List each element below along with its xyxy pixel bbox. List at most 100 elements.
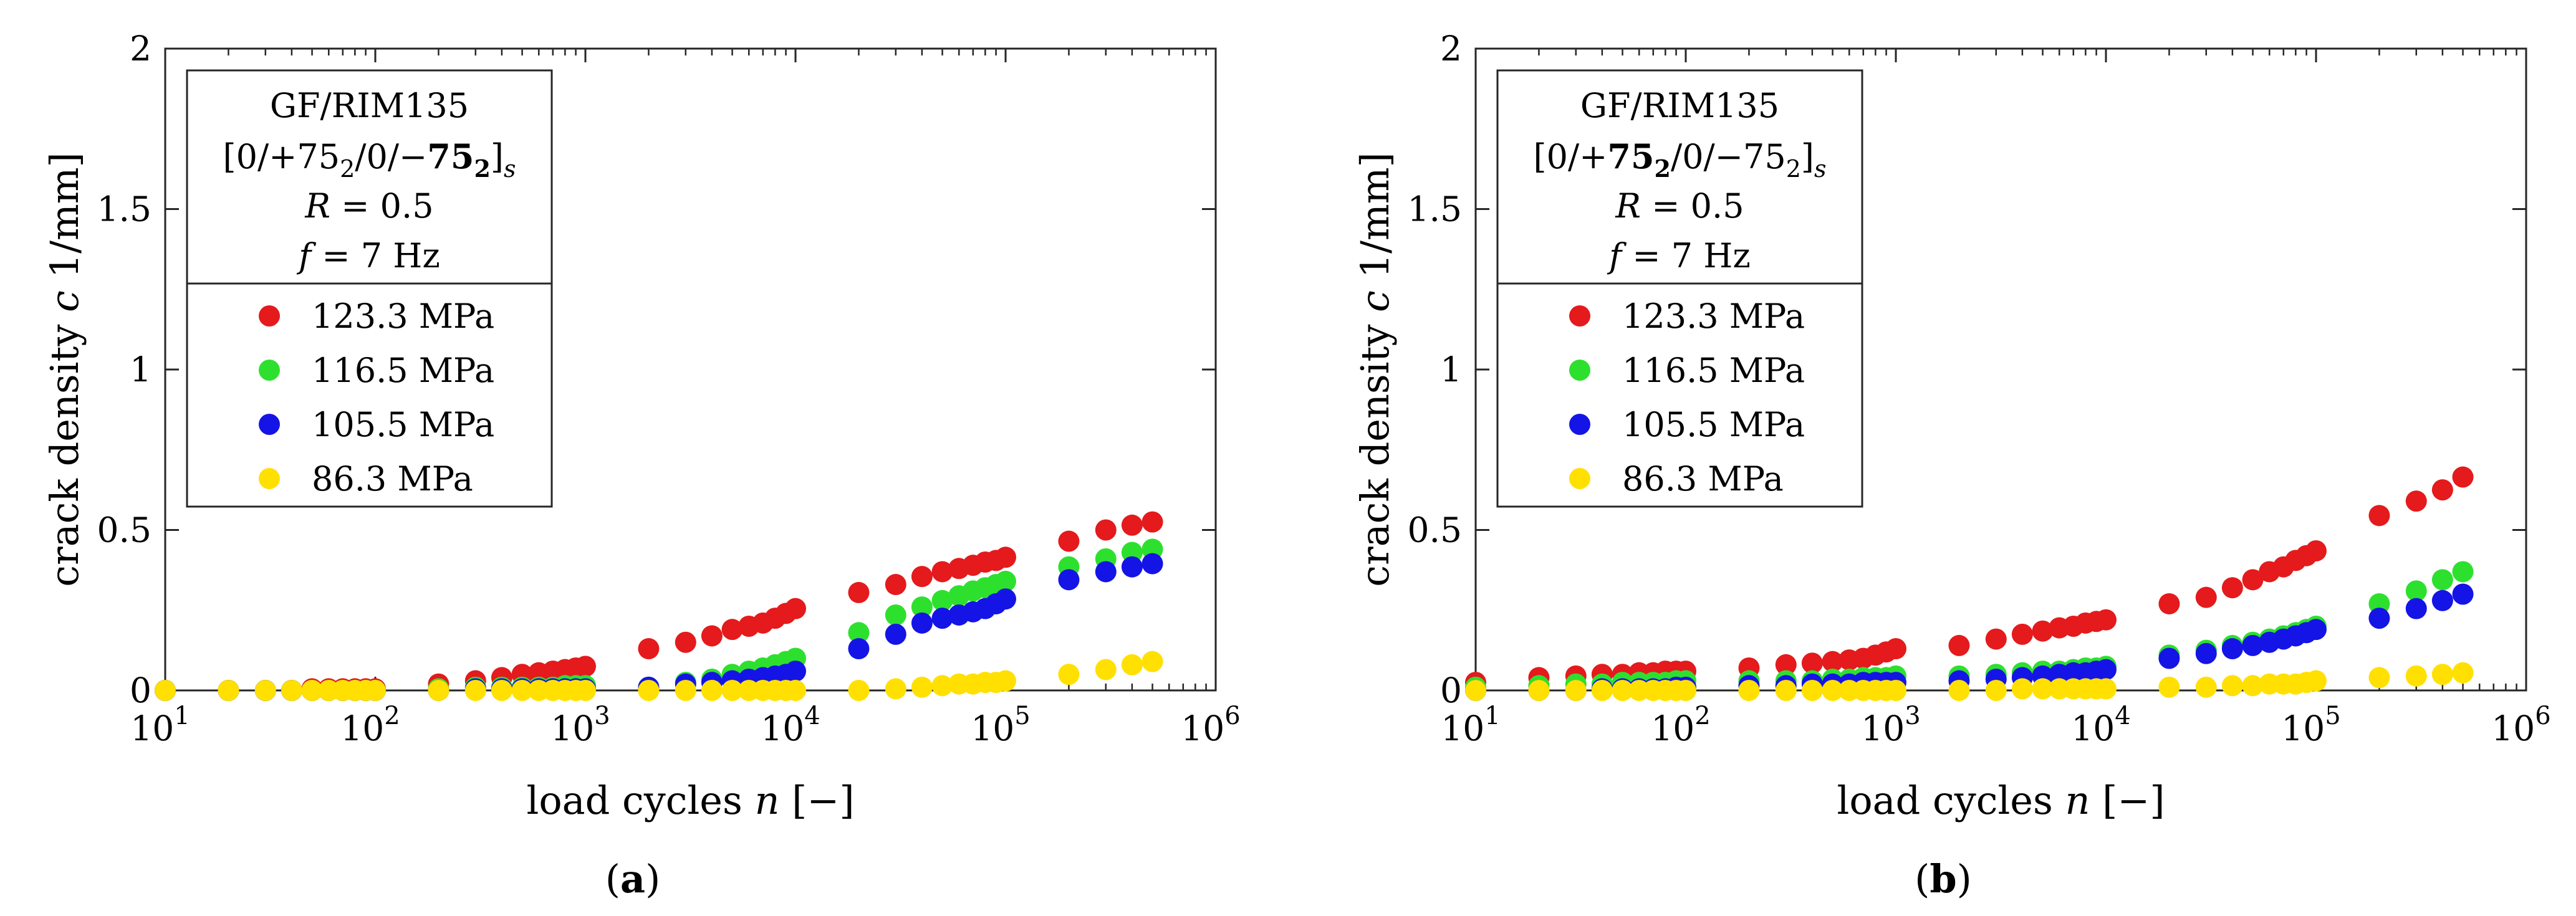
- data-point: [218, 680, 239, 701]
- data-point: [575, 680, 596, 701]
- x-tick-label: 103: [1861, 702, 1920, 748]
- data-point: [511, 680, 533, 701]
- data-point: [675, 631, 696, 653]
- data-point: [2452, 561, 2474, 583]
- data-point: [2452, 583, 2474, 605]
- data-point: [1738, 680, 1760, 701]
- data-point: [2452, 662, 2474, 684]
- x-axis-label: load cycles n [−]: [1837, 778, 2165, 823]
- y-tick-label: 2: [1440, 29, 1462, 69]
- data-point: [281, 680, 302, 701]
- panel-caption: (b): [1915, 856, 1972, 902]
- x-tick-label: 105: [971, 702, 1030, 748]
- x-tick-label: 106: [2491, 702, 2550, 748]
- legend-entry-label: 105.5 MPa: [1622, 405, 1805, 444]
- data-point: [2405, 490, 2427, 512]
- series-86-3-mpa: [1465, 662, 2474, 701]
- legend-entry-label: 86.3 MPa: [312, 459, 473, 499]
- data-point: [2405, 665, 2427, 687]
- data-point: [1465, 680, 1486, 701]
- data-point: [1885, 680, 1906, 701]
- data-point: [931, 589, 953, 611]
- data-point: [365, 680, 386, 701]
- data-point: [2368, 505, 2390, 527]
- data-point: [1141, 651, 1163, 672]
- legend-marker: [1569, 360, 1590, 381]
- data-point: [2095, 678, 2117, 700]
- data-point: [2221, 638, 2243, 660]
- data-point: [2158, 593, 2180, 614]
- y-tick-label: 0.5: [1408, 510, 1462, 550]
- panel-caption: (a): [605, 856, 661, 902]
- data-point: [464, 680, 486, 701]
- data-point: [1822, 651, 1843, 672]
- data-point: [1058, 569, 1080, 591]
- data-point: [2305, 619, 2327, 641]
- y-tick-label: 1.5: [1408, 189, 1462, 229]
- data-point: [2368, 608, 2390, 629]
- data-point: [1141, 553, 1163, 575]
- legend-layup: [0/+752/0/−752]s: [223, 136, 516, 183]
- legend-stress-ratio: R = 0.5: [304, 186, 433, 226]
- data-point: [1985, 680, 2007, 701]
- data-point: [1058, 664, 1080, 685]
- data-point: [2158, 647, 2180, 669]
- legend-entry: 105.5 MPa: [1569, 405, 1805, 444]
- data-point: [995, 546, 1016, 568]
- y-tick-label: 2: [130, 29, 151, 69]
- legend-layup: [0/+752/0/−752]s: [1534, 136, 1827, 183]
- legend-frequency: f = 7 Hz: [1607, 236, 1751, 275]
- data-point: [1822, 680, 1843, 701]
- data-point: [2242, 634, 2264, 656]
- data-point: [1528, 680, 1550, 701]
- data-point: [2305, 670, 2327, 692]
- x-tick-label: 101: [1441, 702, 1500, 748]
- data-point: [885, 678, 906, 700]
- data-point: [911, 612, 933, 634]
- data-point: [1985, 628, 2007, 650]
- legend-entry: 105.5 MPa: [259, 405, 494, 444]
- legend-material: GF/RIM135: [270, 86, 469, 125]
- legend-box: [1496, 69, 1863, 508]
- data-point: [2431, 664, 2453, 685]
- data-point: [254, 680, 276, 701]
- legend-material: GF/RIM135: [1580, 86, 1779, 125]
- data-point: [1121, 654, 1143, 675]
- data-point: [701, 625, 723, 647]
- data-point: [2032, 620, 2054, 642]
- data-point: [155, 680, 176, 701]
- data-point: [2242, 569, 2264, 591]
- data-point: [2032, 678, 2054, 700]
- y-axis-label: crack density c 1/mm]: [42, 152, 87, 587]
- chart-panel-b: 101 102 103 104 105 106 0 0.5 1 1.5 2 load cycles n…: [1352, 29, 2551, 902]
- y-tick-label: 1.5: [97, 189, 151, 229]
- legend: GF/RIM135 [0/+752/0/−752]sR = 0.5 f = 7 Hz…: [1496, 69, 1863, 508]
- data-point: [2368, 667, 2390, 689]
- x-tick-label: 104: [761, 702, 820, 748]
- legend-marker: [259, 414, 280, 435]
- data-point: [575, 656, 596, 677]
- data-point: [995, 588, 1016, 610]
- legend-marker: [259, 305, 280, 327]
- data-point: [885, 604, 906, 626]
- legend-marker: [1569, 468, 1590, 489]
- data-point: [1121, 556, 1143, 578]
- y-tick-label: 1: [130, 350, 151, 389]
- legend-entry: 123.3 MPa: [259, 297, 494, 336]
- legend-entry-label: 116.5 MPa: [312, 351, 494, 390]
- data-point: [701, 680, 723, 701]
- legend-marker: [259, 360, 280, 381]
- x-tick-label: 104: [2071, 702, 2130, 748]
- data-point: [931, 608, 953, 629]
- data-point: [1675, 680, 1696, 701]
- data-point: [2095, 609, 2117, 631]
- data-point: [2195, 642, 2217, 664]
- data-point: [301, 680, 323, 701]
- data-point: [848, 622, 870, 644]
- data-point: [721, 619, 743, 641]
- data-point: [1948, 680, 1970, 701]
- y-tick-label: 0: [1440, 670, 1462, 710]
- data-point: [885, 623, 906, 645]
- data-point: [785, 598, 806, 619]
- y-axis-label: crack density c 1/mm]: [1352, 152, 1398, 587]
